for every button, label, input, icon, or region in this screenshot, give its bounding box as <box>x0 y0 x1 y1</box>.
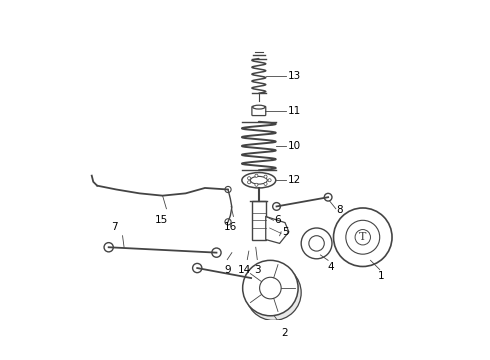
Circle shape <box>264 182 267 185</box>
Text: 2: 2 <box>281 328 288 338</box>
Polygon shape <box>266 216 289 243</box>
FancyBboxPatch shape <box>252 106 266 116</box>
Circle shape <box>104 243 113 252</box>
Text: 7: 7 <box>112 222 118 232</box>
Text: 1: 1 <box>378 271 385 281</box>
Circle shape <box>324 193 332 201</box>
Circle shape <box>243 260 298 316</box>
Circle shape <box>264 283 283 302</box>
Text: 9: 9 <box>224 265 231 275</box>
Circle shape <box>260 277 281 299</box>
Text: 11: 11 <box>287 106 300 116</box>
Text: 14: 14 <box>238 265 251 275</box>
Text: 10: 10 <box>287 141 300 151</box>
Text: 12: 12 <box>287 175 300 185</box>
Circle shape <box>225 186 231 193</box>
Circle shape <box>255 183 258 186</box>
Circle shape <box>264 175 267 178</box>
Circle shape <box>193 264 202 273</box>
Circle shape <box>309 236 324 251</box>
Circle shape <box>225 219 231 225</box>
Circle shape <box>247 181 251 184</box>
Text: 6: 6 <box>274 215 281 225</box>
Text: 5: 5 <box>282 227 289 237</box>
FancyBboxPatch shape <box>252 201 266 239</box>
Text: 3: 3 <box>254 265 261 275</box>
Circle shape <box>245 265 301 320</box>
Circle shape <box>247 177 251 180</box>
Circle shape <box>212 248 221 257</box>
Circle shape <box>272 203 280 210</box>
Text: 15: 15 <box>154 215 168 225</box>
Circle shape <box>334 208 392 266</box>
Ellipse shape <box>253 105 265 109</box>
Circle shape <box>301 228 332 259</box>
Ellipse shape <box>250 176 268 184</box>
Ellipse shape <box>242 172 276 188</box>
Text: 13: 13 <box>287 71 300 81</box>
Circle shape <box>268 179 271 182</box>
Text: 16: 16 <box>224 222 237 232</box>
Text: 4: 4 <box>327 262 334 272</box>
Circle shape <box>355 230 370 245</box>
Circle shape <box>255 174 258 177</box>
Circle shape <box>247 274 255 282</box>
Text: 8: 8 <box>337 205 343 215</box>
Circle shape <box>346 220 380 254</box>
Text: T: T <box>359 232 367 242</box>
